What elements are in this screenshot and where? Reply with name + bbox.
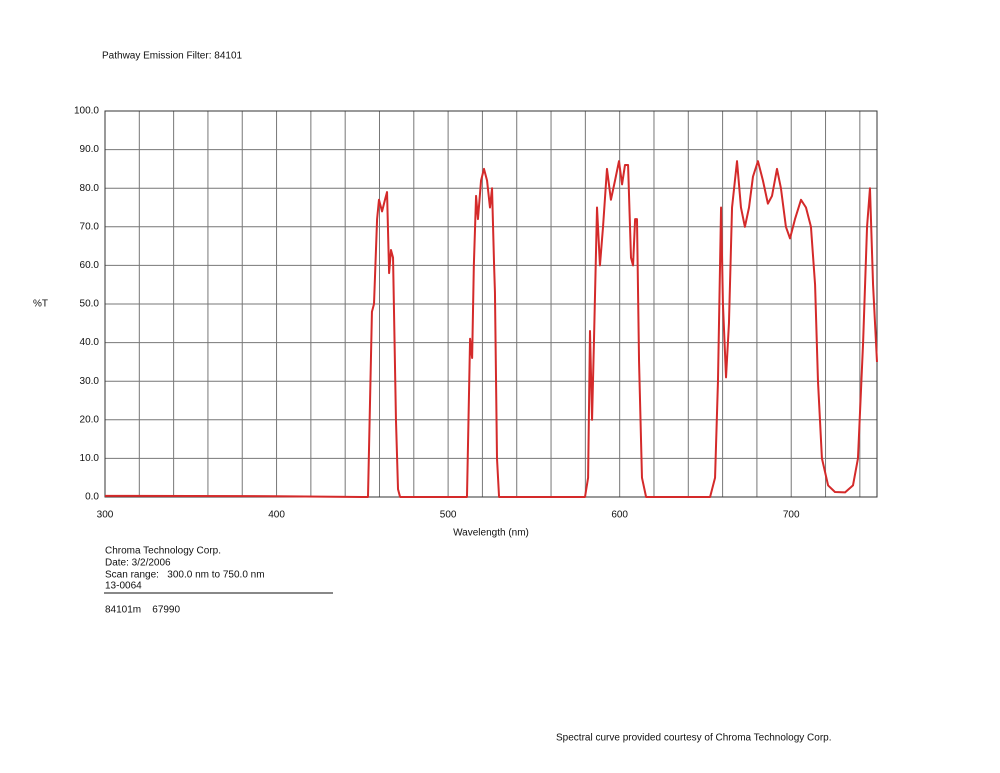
id-line: 84101m 67990 <box>105 605 180 616</box>
y-tick-label: 0.0 <box>85 492 99 503</box>
y-tick-label: 50.0 <box>80 299 100 310</box>
x-axis-label: Wavelength (nm) <box>453 528 529 539</box>
y-tick-label: 90.0 <box>80 144 100 155</box>
x-tick-label: 500 <box>440 510 457 521</box>
y-tick-label: 100.0 <box>74 106 99 117</box>
y-tick-label: 10.0 <box>80 453 100 464</box>
y-tick-label: 30.0 <box>80 376 100 387</box>
spectral-curve <box>104 160 878 498</box>
note: 13-0064 <box>105 581 142 592</box>
y-tick-label: 80.0 <box>80 183 100 194</box>
x-tick-label: 400 <box>268 510 285 521</box>
y-tick-label: 70.0 <box>80 221 100 232</box>
x-tick-label: 600 <box>611 510 628 521</box>
plot-frame <box>104 110 878 498</box>
chart-title: Pathway Emission Filter: 84101 <box>102 51 243 62</box>
note: Scan range: 300.0 nm to 750.0 nm <box>105 570 265 581</box>
x-tick-label: 300 <box>97 510 114 521</box>
note: Date: 3/2/2006 <box>105 558 171 569</box>
note: Chroma Technology Corp. <box>105 546 221 557</box>
y-tick-label: 60.0 <box>80 260 100 271</box>
y-tick-label: 40.0 <box>80 337 100 348</box>
y-axis-label: %T <box>33 299 48 310</box>
credit: Spectral curve provided courtesy of Chro… <box>556 733 832 744</box>
x-tick-label: 700 <box>783 510 800 521</box>
y-tick-label: 20.0 <box>80 414 100 425</box>
